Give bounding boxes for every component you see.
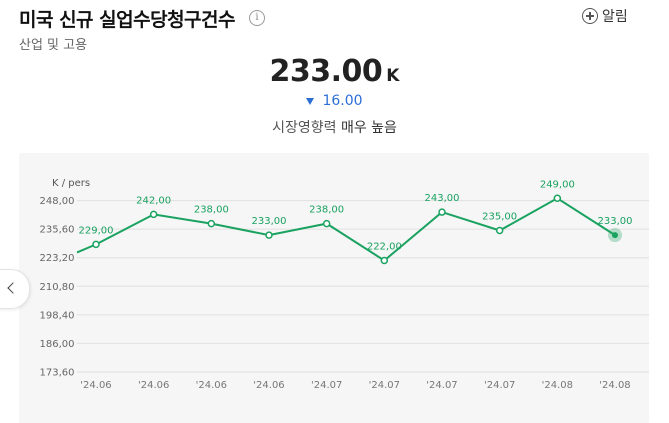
data-point[interactable]	[380, 256, 389, 265]
info-icon[interactable]: i	[249, 10, 265, 26]
value-number: 233.00	[269, 54, 383, 89]
y-axis-label: K / pers	[52, 178, 90, 189]
chart-area: K / pers 229,00 242,00 238,00 233,00 238,00 2…	[19, 153, 649, 423]
impact-label: 시장영향력	[272, 120, 337, 136]
prev-button[interactable]	[0, 269, 30, 309]
y-tick-label: 248,00	[40, 196, 75, 207]
alert-button[interactable]: 알림	[582, 6, 628, 26]
data-point[interactable]	[207, 219, 216, 228]
y-tick-label: 173,60	[40, 368, 75, 379]
y-tick-label: 186,00	[40, 339, 75, 350]
chevron-left-icon	[7, 282, 19, 294]
data-label: 222,00	[367, 241, 402, 252]
data-label: 235,00	[482, 212, 517, 223]
x-tick-label: '24.07	[369, 380, 400, 391]
y-tick-label: 235,60	[40, 225, 75, 236]
plus-icon	[582, 8, 598, 24]
x-tick-label: '24.07	[484, 380, 515, 391]
change-number: 16.00	[322, 93, 363, 109]
data-point[interactable]	[149, 210, 158, 219]
x-tick-label: '24.06	[138, 380, 169, 391]
value-unit: K	[386, 66, 400, 86]
x-tick-label: '24.06	[253, 380, 284, 391]
market-impact: 시장영향력 매우 높음	[0, 117, 669, 137]
x-tick-label: '24.06	[196, 380, 227, 391]
page-title: 미국 신규 실업수당청구건수	[19, 9, 236, 31]
x-tick-label: '24.08	[542, 380, 573, 391]
change-value: 16.00	[0, 93, 669, 109]
line-chart: K / pers 229,00 242,00 238,00 233,00 238,00 2…	[40, 178, 649, 391]
data-label: 233,00	[598, 216, 633, 227]
current-value: 233.00 K	[0, 54, 669, 89]
data-label: 238,00	[194, 205, 229, 216]
down-arrow-icon	[306, 97, 315, 105]
data-label: 229,00	[79, 225, 114, 236]
data-label: 242,00	[136, 195, 171, 206]
data-label: 233,00	[252, 216, 287, 227]
category-label: 산업 및 고용	[19, 38, 88, 53]
x-tick-label: '24.07	[426, 380, 457, 391]
data-label: 243,00	[425, 193, 460, 204]
alert-label: 알림	[602, 9, 628, 25]
data-point[interactable]	[92, 240, 100, 249]
data-label: 238,00	[309, 205, 344, 216]
data-point[interactable]	[612, 232, 618, 239]
x-tick-label: '24.07	[311, 380, 342, 391]
x-tick-label: '24.06	[80, 380, 111, 391]
y-tick-label: 198,40	[40, 310, 75, 321]
x-tick-label: '24.08	[599, 380, 630, 391]
data-label: 249,00	[540, 179, 575, 190]
impact-level: 매우 높음	[340, 120, 397, 136]
data-point[interactable]	[265, 231, 273, 239]
data-point[interactable]	[438, 208, 446, 216]
data-point[interactable]	[495, 226, 504, 235]
data-point[interactable]	[553, 194, 562, 203]
data-point[interactable]	[322, 219, 331, 228]
y-tick-label: 210,80	[40, 282, 75, 293]
y-tick-label: 223,20	[40, 253, 75, 264]
